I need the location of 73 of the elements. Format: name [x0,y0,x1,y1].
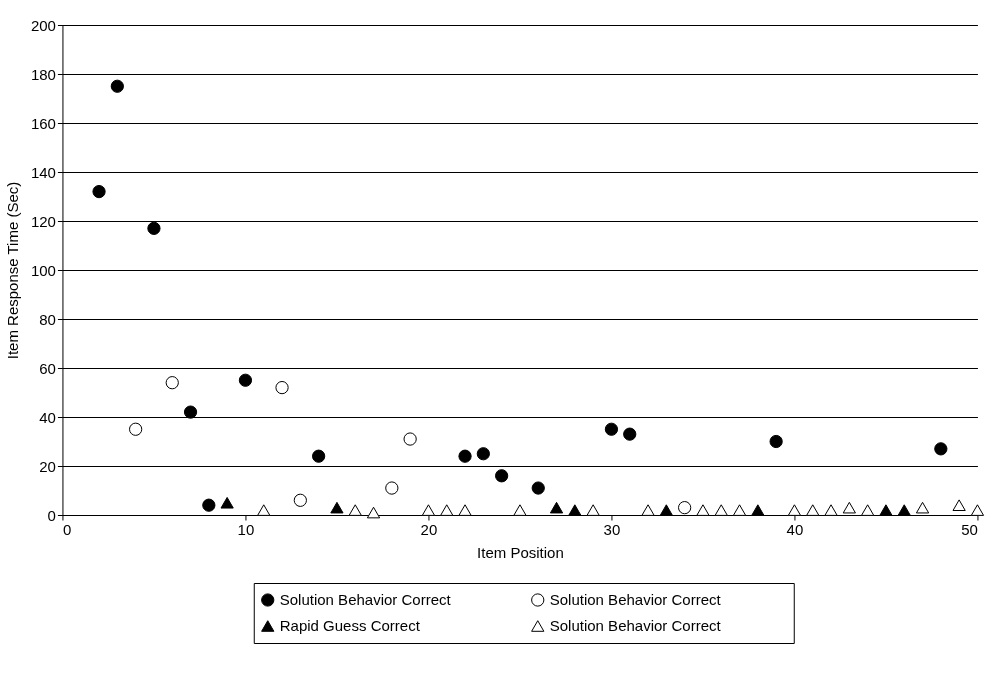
point [659,504,673,516]
point [769,434,783,449]
point [714,504,728,516]
point [970,504,985,516]
point [934,442,948,456]
point [330,501,344,514]
point [623,427,637,441]
point [110,79,124,93]
y-tick-label: 60 [39,359,56,377]
x-tick-label: 30 [603,520,621,538]
x-axis-title: Item Position [477,543,564,561]
point [421,504,436,516]
legend-label: Solution Behavior Correct [549,617,722,634]
point [183,405,198,419]
point [476,447,490,461]
point [897,504,911,516]
point [842,501,856,514]
y-axis-title: Item Response Time (Sec) [3,181,21,360]
y-tick-label: 40 [39,408,56,426]
point [495,469,509,483]
x-tick-label: 20 [420,520,438,538]
point [275,380,289,395]
point [129,422,143,436]
point [824,504,838,516]
point [568,504,582,516]
point [604,422,619,436]
legend-label: Rapid Guess Correct [279,617,421,634]
point [531,481,545,495]
x-tick-label: 50 [961,520,978,538]
point [787,504,802,516]
point [732,504,747,516]
y-tick-label: 100 [30,261,56,279]
point [220,496,234,509]
x-tick-label: 0 [62,520,72,538]
y-tick-label: 120 [30,212,56,230]
point [513,504,527,516]
point [549,501,564,514]
point [238,373,253,387]
x-tick-label: 10 [237,520,255,538]
point [641,504,655,516]
point [165,376,179,390]
y-tick-label: 200 [30,16,56,34]
point [879,504,893,516]
point [92,184,106,199]
point [366,506,381,519]
point [202,498,216,512]
point [293,493,307,507]
point [257,504,271,516]
point [861,504,875,516]
point [312,449,326,463]
y-tick-label: 20 [39,457,56,475]
point [696,504,710,516]
point [586,504,600,516]
point [348,504,362,516]
legend-label: Solution Behavior Correct [549,591,722,608]
y-tick-label: 0 [47,506,56,524]
point [915,501,930,514]
point [458,449,472,463]
point [952,499,966,511]
point [440,504,454,516]
point [385,481,399,495]
y-tick-label: 140 [30,163,56,181]
point [806,504,820,516]
y-tick-label: 160 [30,114,56,132]
point [458,504,472,516]
point [678,501,692,515]
point [147,221,161,235]
point [751,504,765,516]
legend-label: Solution Behavior Correct [279,591,452,608]
x-tick-label: 40 [786,520,804,538]
y-tick-label: 80 [39,310,56,328]
y-tick-label: 180 [30,65,56,83]
point [403,432,417,446]
